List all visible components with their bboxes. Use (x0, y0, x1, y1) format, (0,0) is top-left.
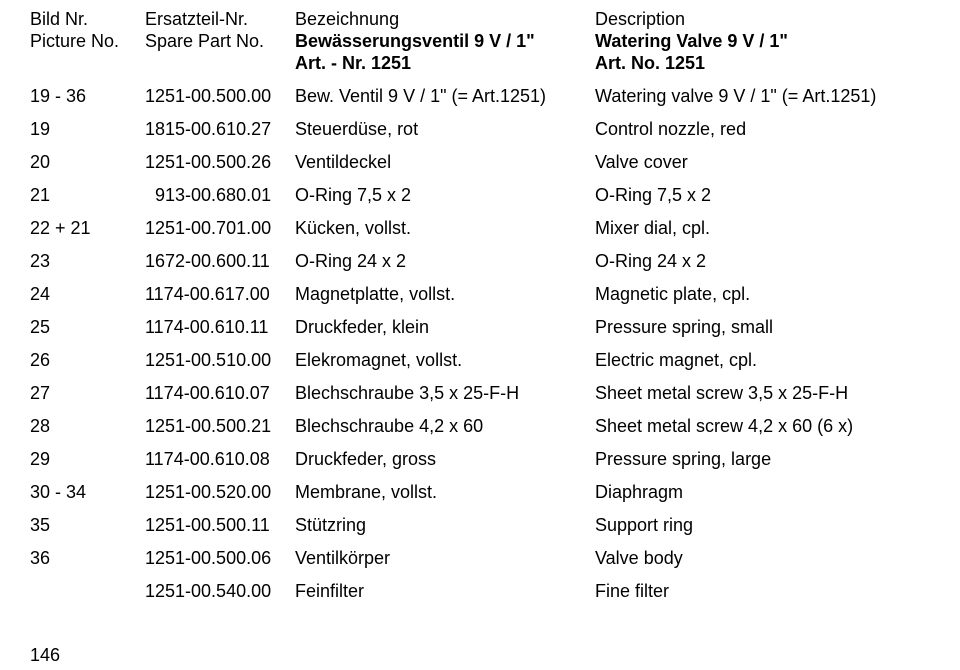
cell-description: Pressure spring, large (595, 450, 940, 468)
table-row: 241174-00.617.00Magnetplatte, vollst.Mag… (30, 285, 940, 303)
cell-spare-part-no: 1174-00.610.11 (145, 318, 295, 336)
table-row: 271174-00.610.07Blechschraube 3,5 x 25-F… (30, 384, 940, 402)
cell-picture-no: 20 (30, 153, 145, 171)
cell-spare-part-no: 1251-00.500.21 (145, 417, 295, 435)
header-pic-de: Bild Nr. (30, 10, 145, 28)
header-desc2b: Art. No. 1251 (595, 54, 940, 72)
cell-picture-no: 22 + 21 (30, 219, 145, 237)
cell-picture-no: 28 (30, 417, 145, 435)
cell-description: Diaphragm (595, 483, 940, 501)
table-row: 201251-00.500.26VentildeckelValve cover (30, 153, 940, 171)
cell-description: O-Ring 7,5 x 2 (595, 186, 940, 204)
cell-description: Support ring (595, 516, 940, 534)
cell-spare-part-no: 1174-00.610.07 (145, 384, 295, 402)
cell-picture-no: 35 (30, 516, 145, 534)
header-bez: Bezeichnung (295, 10, 595, 28)
cell-description: O-Ring 24 x 2 (595, 252, 940, 270)
cell-picture-no: 23 (30, 252, 145, 270)
cell-picture-no: 24 (30, 285, 145, 303)
header-desc2a: Watering Valve 9 V / 1" (595, 32, 940, 50)
header-bez2b: Art. - Nr. 1251 (295, 54, 595, 72)
cell-picture-no: 19 (30, 120, 145, 138)
cell-spare-part-no: 1251-00.701.00 (145, 219, 295, 237)
cell-description: Control nozzle, red (595, 120, 940, 138)
cell-picture-no: 30 - 34 (30, 483, 145, 501)
cell-bezeichnung: Druckfeder, gross (295, 450, 595, 468)
cell-bezeichnung: Kücken, vollst. (295, 219, 595, 237)
parts-table: 19 - 361251-00.500.00Bew. Ventil 9 V / 1… (30, 87, 940, 600)
cell-bezeichnung: O-Ring 24 x 2 (295, 252, 595, 270)
cell-spare-part-no: 1174-00.617.00 (145, 285, 295, 303)
header-bez2a: Bewässerungsventil 9 V / 1" (295, 32, 595, 50)
cell-bezeichnung: Blechschraube 3,5 x 25-F-H (295, 384, 595, 402)
cell-bezeichnung: Elekromagnet, vollst. (295, 351, 595, 369)
cell-spare-part-no: 1672-00.600.11 (145, 252, 295, 270)
table-row: 231672-00.600.11O-Ring 24 x 2O-Ring 24 x… (30, 252, 940, 270)
cell-description: Fine filter (595, 582, 940, 600)
cell-description: Valve cover (595, 153, 940, 171)
cell-picture-no (30, 582, 145, 600)
header-empty2 (145, 54, 295, 72)
cell-spare-part-no: 1815-00.610.27 (145, 120, 295, 138)
page-number: 146 (30, 646, 60, 664)
table-row: 361251-00.500.06VentilkörperValve body (30, 549, 940, 567)
table-row: 191815-00.610.27Steuerdüse, rotControl n… (30, 120, 940, 138)
header-row-1: Bild Nr. Ersatzteil-Nr. Bezeichnung Desc… (30, 10, 940, 28)
cell-picture-no: 36 (30, 549, 145, 567)
cell-bezeichnung: Ventildeckel (295, 153, 595, 171)
cell-picture-no: 21 (30, 186, 145, 204)
table-row: 19 - 361251-00.500.00Bew. Ventil 9 V / 1… (30, 87, 940, 105)
table-row: 30 - 341251-00.520.00Membrane, vollst.Di… (30, 483, 940, 501)
cell-picture-no: 26 (30, 351, 145, 369)
table-row: 251174-00.610.11Druckfeder, kleinPressur… (30, 318, 940, 336)
cell-spare-part-no: 1251-00.500.26 (145, 153, 295, 171)
table-row: 21 913-00.680.01O-Ring 7,5 x 2O-Ring 7,5… (30, 186, 940, 204)
cell-picture-no: 19 - 36 (30, 87, 145, 105)
cell-description: Sheet metal screw 3,5 x 25-F-H (595, 384, 940, 402)
header-part-de: Ersatzteil-Nr. (145, 10, 295, 28)
cell-bezeichnung: Membrane, vollst. (295, 483, 595, 501)
header-pic-en: Picture No. (30, 32, 145, 50)
cell-bezeichnung: Stützring (295, 516, 595, 534)
table-row: 22 + 211251-00.701.00Kücken, vollst.Mixe… (30, 219, 940, 237)
cell-description: Mixer dial, cpl. (595, 219, 940, 237)
header-row-2: Picture No. Spare Part No. Bewässerungsv… (30, 32, 940, 50)
cell-spare-part-no: 1174-00.610.08 (145, 450, 295, 468)
cell-picture-no: 25 (30, 318, 145, 336)
cell-spare-part-no: 1251-00.520.00 (145, 483, 295, 501)
cell-description: Watering valve 9 V / 1" (= Art.1251) (595, 87, 940, 105)
cell-spare-part-no: 1251-00.500.06 (145, 549, 295, 567)
cell-description: Sheet metal screw 4,2 x 60 (6 x) (595, 417, 940, 435)
cell-picture-no: 29 (30, 450, 145, 468)
table-row: 261251-00.510.00Elekromagnet, vollst.Ele… (30, 351, 940, 369)
header-desc: Description (595, 10, 940, 28)
cell-description: Valve body (595, 549, 940, 567)
cell-spare-part-no: 1251-00.510.00 (145, 351, 295, 369)
cell-bezeichnung: Druckfeder, klein (295, 318, 595, 336)
cell-spare-part-no: 913-00.680.01 (145, 186, 295, 204)
table-row: 1251-00.540.00FeinfilterFine filter (30, 582, 940, 600)
cell-bezeichnung: O-Ring 7,5 x 2 (295, 186, 595, 204)
cell-spare-part-no: 1251-00.500.11 (145, 516, 295, 534)
table-row: 291174-00.610.08Druckfeder, grossPressur… (30, 450, 940, 468)
table-row: 351251-00.500.11StützringSupport ring (30, 516, 940, 534)
cell-bezeichnung: Bew. Ventil 9 V / 1" (= Art.1251) (295, 87, 595, 105)
cell-description: Pressure spring, small (595, 318, 940, 336)
cell-bezeichnung: Blechschraube 4,2 x 60 (295, 417, 595, 435)
cell-spare-part-no: 1251-00.540.00 (145, 582, 295, 600)
cell-bezeichnung: Steuerdüse, rot (295, 120, 595, 138)
header-part-en: Spare Part No. (145, 32, 295, 50)
cell-description: Electric magnet, cpl. (595, 351, 940, 369)
cell-bezeichnung: Ventilkörper (295, 549, 595, 567)
cell-picture-no: 27 (30, 384, 145, 402)
header-empty1 (30, 54, 145, 72)
cell-bezeichnung: Magnetplatte, vollst. (295, 285, 595, 303)
cell-description: Magnetic plate, cpl. (595, 285, 940, 303)
cell-spare-part-no: 1251-00.500.00 (145, 87, 295, 105)
header-row-3: Art. - Nr. 1251 Art. No. 1251 (30, 54, 940, 72)
table-row: 281251-00.500.21Blechschraube 4,2 x 60Sh… (30, 417, 940, 435)
cell-bezeichnung: Feinfilter (295, 582, 595, 600)
